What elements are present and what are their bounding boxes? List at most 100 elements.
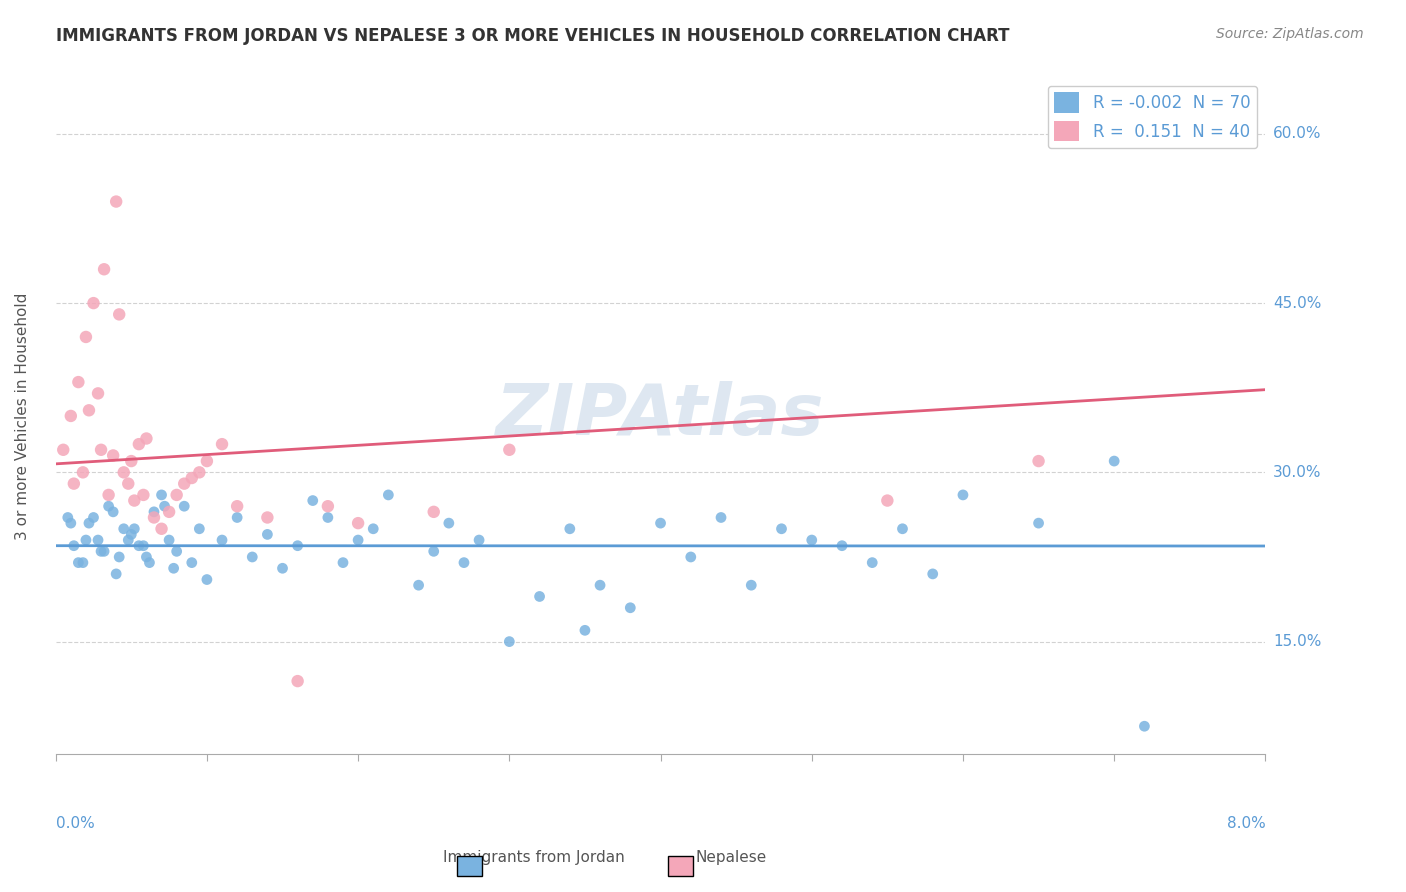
Point (860, 556, 883, 570)
Point (422, 544, 444, 558)
Point (157, 533, 180, 547)
Point (77, 403, 100, 417)
Point (132, 539, 155, 553)
Point (316, 499, 339, 513)
Point (59, 409, 82, 423)
Point (173, 476, 195, 491)
Point (740, 578, 762, 592)
Point (468, 533, 491, 547)
Y-axis label: 3 or more Vehicles in Household: 3 or more Vehicles in Household (15, 293, 30, 540)
Text: ZIPAtlas: ZIPAtlas (496, 382, 825, 450)
Point (287, 674, 309, 689)
Text: Nepalese: Nepalese (696, 850, 766, 865)
Point (347, 533, 370, 547)
Text: Source: ZipAtlas.com: Source: ZipAtlas.com (1216, 27, 1364, 41)
Point (67, 556, 90, 570)
Point (710, 510, 733, 524)
Point (316, 510, 339, 524)
Point (650, 516, 672, 530)
Point (75, 330, 97, 344)
Point (891, 522, 914, 536)
Point (105, 566, 128, 581)
Point (143, 510, 166, 524)
Point (128, 437, 150, 451)
Point (679, 549, 702, 564)
Point (75, 533, 97, 547)
Point (211, 437, 233, 451)
Point (256, 510, 278, 524)
Point (135, 432, 157, 446)
Point (108, 307, 131, 321)
Text: 30.0%: 30.0% (1272, 465, 1322, 480)
Point (77, 516, 100, 530)
Point (1102, 454, 1125, 468)
Text: Immigrants from Jordan: Immigrants from Jordan (443, 850, 626, 865)
Point (135, 549, 157, 564)
Point (72, 466, 94, 480)
Point (120, 454, 142, 468)
Point (157, 505, 180, 519)
Point (150, 522, 173, 536)
Point (408, 578, 430, 592)
Point (271, 561, 294, 575)
Legend: R = -0.002  N = 70, R =  0.151  N = 40: R = -0.002 N = 70, R = 0.151 N = 40 (1047, 86, 1257, 148)
Point (831, 539, 853, 553)
Point (301, 493, 323, 508)
Point (1133, 719, 1156, 733)
Point (82, 510, 104, 524)
Point (166, 488, 188, 502)
Point (97, 488, 120, 502)
Point (347, 516, 370, 530)
Point (93, 262, 115, 277)
Point (332, 556, 354, 570)
Point (188, 522, 211, 536)
Point (138, 556, 160, 570)
Point (558, 522, 581, 536)
Point (226, 510, 249, 524)
Point (150, 488, 173, 502)
Point (800, 533, 823, 547)
Point (180, 471, 202, 485)
Point (529, 590, 551, 604)
Point (105, 194, 128, 209)
Point (56, 510, 79, 524)
Point (124, 493, 146, 508)
Point (498, 442, 520, 457)
Point (132, 488, 155, 502)
Point (422, 505, 444, 519)
Point (97, 499, 120, 513)
Point (437, 516, 460, 530)
Point (770, 522, 793, 536)
Point (195, 454, 218, 468)
Point (112, 466, 135, 480)
Text: 45.0%: 45.0% (1272, 295, 1322, 310)
Point (173, 499, 195, 513)
Point (1028, 454, 1050, 468)
Point (124, 522, 146, 536)
Point (101, 449, 124, 463)
Point (361, 522, 384, 536)
Point (63, 476, 86, 491)
Point (117, 476, 139, 491)
Point (63, 539, 86, 553)
Point (589, 578, 612, 592)
Point (162, 561, 184, 575)
Point (52, 442, 75, 457)
Point (120, 527, 142, 541)
Point (112, 522, 135, 536)
Point (619, 600, 641, 615)
Point (453, 556, 475, 570)
Point (72, 556, 94, 570)
Point (101, 505, 124, 519)
Text: 8.0%: 8.0% (1226, 816, 1265, 831)
Point (211, 533, 233, 547)
Point (952, 488, 974, 502)
Point (377, 488, 399, 502)
Point (195, 573, 218, 587)
Text: 15.0%: 15.0% (1272, 634, 1322, 649)
Point (574, 624, 596, 638)
Text: 60.0%: 60.0% (1272, 127, 1322, 141)
Point (59, 516, 82, 530)
Point (82, 296, 104, 310)
Point (166, 544, 188, 558)
